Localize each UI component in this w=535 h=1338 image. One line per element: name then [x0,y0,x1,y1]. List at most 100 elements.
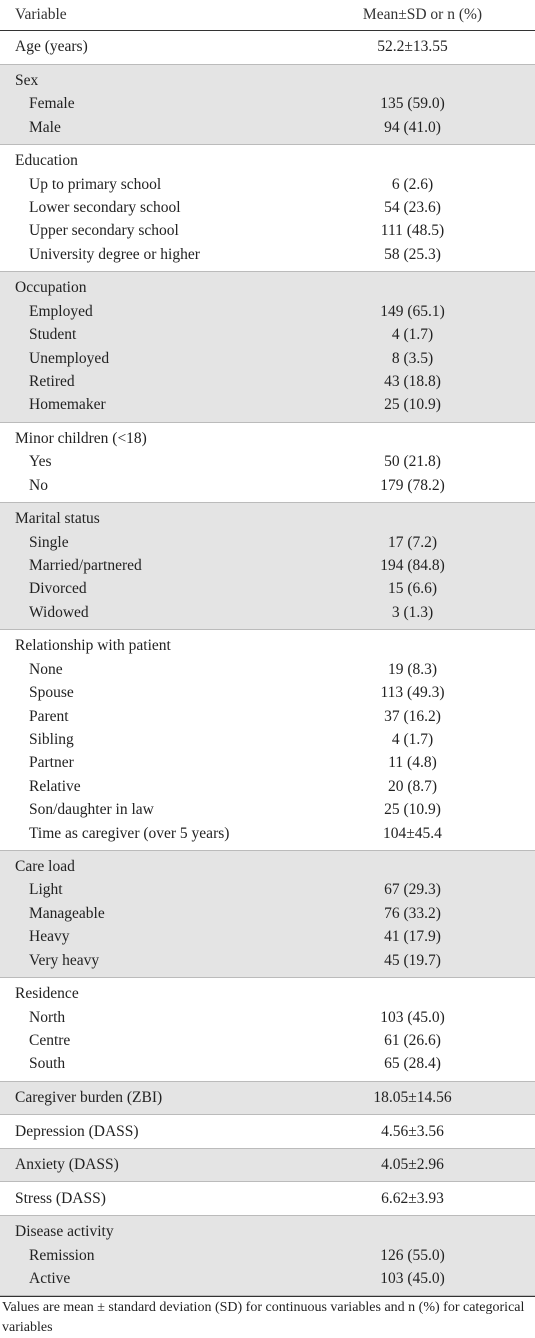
row-label: Centre [29,1032,71,1050]
row-group: Occupation Employed 149 (65.1) Student 4 (1.… [0,272,535,423]
row-value: 94 (41.0) [384,118,441,136]
row-value: 135 (59.0) [380,95,445,113]
sub-row: Student 4 (1.7) [0,323,535,346]
group-label: Education [15,152,78,170]
row-label: Heavy [29,928,70,946]
row-group: Education Up to primary school 6 (2.6) Lowe… [0,145,535,273]
row-label: University degree or higher [29,245,200,263]
group-row: Minor children (<18) [0,427,535,450]
group-label: Age (years) [15,38,88,56]
row-label: Yes [29,453,52,471]
sub-row: Sibling 4 (1.7) [0,728,535,751]
group-label: Sex [15,71,39,89]
row-label: Very heavy [29,951,100,969]
sub-row: Homemaker 25 (10.9) [0,394,535,417]
row-group: Relationship with patient None 19 (8.3) Spo… [0,630,535,851]
sub-row: South 65 (28.4) [0,1053,535,1076]
row-value: 6 (2.6) [391,175,434,193]
group-row: Stress (DASS) 6.62±3.93 [0,1187,535,1210]
row-value: 103 (45.0) [380,1008,445,1026]
row-group: Age (years) 52.2±13.55 [0,31,535,65]
row-value: 111 (48.5) [380,222,445,240]
sub-row: Divorced 15 (6.6) [0,578,535,601]
row-value: 11 (4.8) [388,754,437,772]
sub-row: North 103 (45.0) [0,1006,535,1029]
sub-row: Son/daughter in law 25 (10.9) [0,798,535,821]
row-label: Widowed [29,603,89,621]
group-row: Disease activity [0,1221,535,1244]
row-group: Residence North 103 (45.0) Centre 61 (26.6) S… [0,978,535,1082]
row-value: 149 (65.1) [380,302,445,320]
sub-row: Very heavy 45 (19.7) [0,949,535,972]
group-label: Minor children (<18) [15,429,147,447]
row-label: Homemaker [29,396,106,414]
row-group: Stress (DASS) 6.62±3.93 [0,1182,535,1217]
header-row: Variable Mean±SD or n (%) [0,0,535,31]
group-value: 52.2±13.55 [377,38,448,56]
row-value: 17 (7.2) [387,533,438,551]
row-label: Light [29,881,63,899]
group-label: Marital status [15,510,100,528]
row-value: 103 (45.0) [380,1270,445,1288]
row-value: 126 (55.0) [380,1246,445,1264]
row-label: North [29,1008,66,1026]
row-value: 37 (16.2) [384,707,441,725]
sub-row: Upper secondary school 111 (48.5) [0,220,535,243]
group-row: Caregiver burden (ZBI) 18.05±14.56 [0,1086,535,1109]
group-value: 6.62±3.93 [381,1189,444,1207]
sub-row: Male 94 (41.0) [0,116,535,139]
row-group: Disease activity Remission 126 (55.0) Activ… [0,1216,535,1297]
row-label: Male [29,118,61,136]
sub-row: Remission 126 (55.0) [0,1244,535,1267]
row-label: Relative [29,777,81,795]
footnote: Values are mean ± standard deviation (SD… [0,1296,535,1338]
group-row: Relationship with patient [0,635,535,658]
row-label: Up to primary school [29,175,162,193]
sub-row: Centre 61 (26.6) [0,1029,535,1052]
row-value: 25 (10.9) [384,396,441,414]
group-value: 18.05±14.56 [373,1088,452,1106]
sub-row: University degree or higher 58 (25.3) [0,243,535,266]
group-label: Depression (DASS) [15,1122,139,1140]
row-label: Time as caregiver (over 5 years) [29,824,230,842]
group-label: Anxiety (DASS) [15,1156,119,1174]
row-label: Upper secondary school [29,222,179,240]
row-label: Son/daughter in law [29,801,154,819]
row-value: 43 (18.8) [384,372,441,390]
group-row: Education [0,150,535,173]
sub-row: Partner 11 (4.8) [0,752,535,775]
row-label: Spouse [29,684,74,702]
group-row: Occupation [0,277,535,300]
sub-row: Retired 43 (18.8) [0,370,535,393]
sub-row: Light 67 (29.3) [0,879,535,902]
group-label: Relationship with patient [15,637,171,655]
sub-row: Manageable 76 (33.2) [0,902,535,925]
group-row: Anxiety (DASS) 4.05±2.96 [0,1153,535,1176]
sub-row: Employed 149 (65.1) [0,300,535,323]
row-label: Partner [29,754,74,772]
group-label: Caregiver burden (ZBI) [15,1088,163,1106]
row-value: 67 (29.3) [384,881,441,899]
row-label: Manageable [29,904,105,922]
sub-row: Yes 50 (21.8) [0,451,535,474]
sub-row: Single 17 (7.2) [0,531,535,554]
group-row: Sex [0,69,535,92]
sub-row: Married/partnered 194 (84.8) [0,554,535,577]
sub-row: Relative 20 (8.7) [0,775,535,798]
row-value: 104±45.4 [383,824,442,842]
group-value: 4.05±2.96 [381,1156,444,1174]
row-group: Sex Female 135 (59.0) Male 94 (41.0) [0,64,535,145]
row-group: Care load Light 67 (29.3) Manageable 76 (33.… [0,850,535,978]
row-label: None [29,660,63,678]
sub-row: Unemployed 8 (3.5) [0,347,535,370]
row-value: 61 (26.6) [384,1032,441,1050]
sub-row: Heavy 41 (17.9) [0,926,535,949]
row-label: Single [29,533,69,551]
row-value: 3 (1.3) [391,603,434,621]
row-group: Depression (DASS) 4.56±3.56 [0,1115,535,1149]
header-cell: Mean±SD or n (%) [362,6,483,23]
group-row: Depression (DASS) 4.56±3.56 [0,1120,535,1143]
sub-row: Female 135 (59.0) [0,93,535,116]
